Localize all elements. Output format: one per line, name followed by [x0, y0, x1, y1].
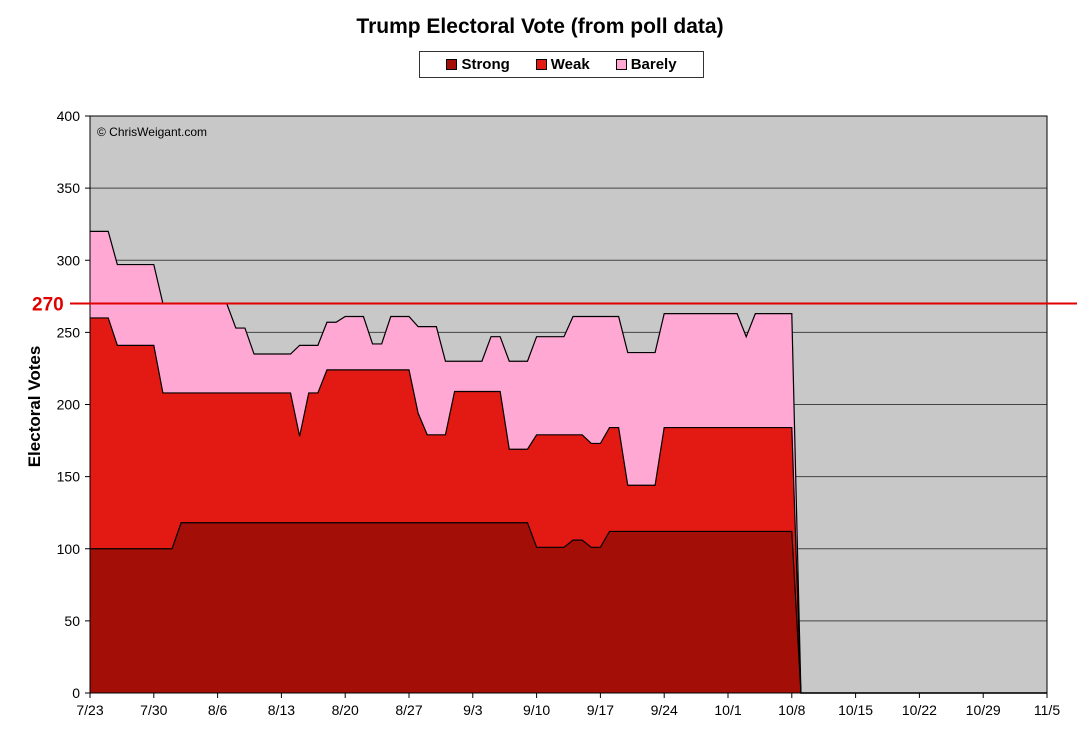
reference-line-label: 270	[32, 295, 64, 316]
y-tick-label-350: 350	[57, 180, 81, 196]
y-tick-label-0: 0	[72, 685, 80, 701]
x-tick-label: 9/17	[587, 702, 614, 718]
y-axis-label: Electoral Votes	[25, 346, 44, 468]
x-tick-label: 9/10	[523, 702, 550, 718]
legend-item-barely: Barely	[615, 56, 677, 73]
x-tick-label: 7/30	[140, 702, 167, 718]
x-tick-label: 10/8	[778, 702, 805, 718]
chart-title: Trump Electoral Vote (from poll data)	[356, 15, 724, 38]
y-tick-label-100: 100	[57, 541, 81, 557]
x-tick-label: 11/5	[1034, 702, 1060, 718]
y-tick-label-300: 300	[57, 252, 81, 268]
legend-swatch-strong	[446, 59, 458, 70]
x-tick-label: 8/27	[395, 702, 422, 718]
copyright-annotation: © ChrisWeigant.com	[97, 125, 207, 139]
x-tick-label: 8/6	[208, 702, 228, 718]
y-axis: 0 50 100 150 200 250 300 350 400	[57, 108, 90, 701]
series-area-barely	[90, 231, 1047, 693]
legend: Strong Weak Barely	[419, 51, 704, 78]
x-tick-label: 10/29	[966, 702, 1001, 718]
x-tick-label: 10/15	[838, 702, 873, 718]
series-area-weak	[90, 317, 1047, 693]
legend-label-weak: Weak	[550, 56, 590, 73]
y-tick-label-400: 400	[57, 108, 81, 124]
legend-item-weak: Weak	[535, 56, 590, 73]
y-tick-label-250: 250	[57, 324, 81, 340]
x-tick-label: 9/3	[463, 702, 483, 718]
series-area-strong	[90, 522, 1047, 693]
legend-swatch-weak	[535, 59, 547, 70]
x-tick-label: 9/24	[651, 702, 678, 718]
x-tick-label: 10/1	[714, 702, 741, 718]
legend-item-strong: Strong	[446, 56, 510, 73]
y-tick-label-150: 150	[57, 469, 81, 485]
legend-label-strong: Strong	[461, 56, 510, 73]
x-tick-label: 7/23	[76, 702, 103, 718]
x-tick-label: 8/13	[268, 702, 295, 718]
x-tick-label: 10/22	[902, 702, 937, 718]
y-tick-label-50: 50	[64, 613, 80, 629]
legend-label-barely: Barely	[630, 56, 677, 73]
x-axis: 7/23 7/30 8/6 8/13 8/20 8/27 9/3 9/10 9/17 9/24 10…	[76, 693, 1060, 718]
legend-swatch-barely	[615, 59, 627, 70]
y-tick-label-200: 200	[57, 397, 81, 413]
x-tick-label: 8/20	[332, 702, 359, 718]
